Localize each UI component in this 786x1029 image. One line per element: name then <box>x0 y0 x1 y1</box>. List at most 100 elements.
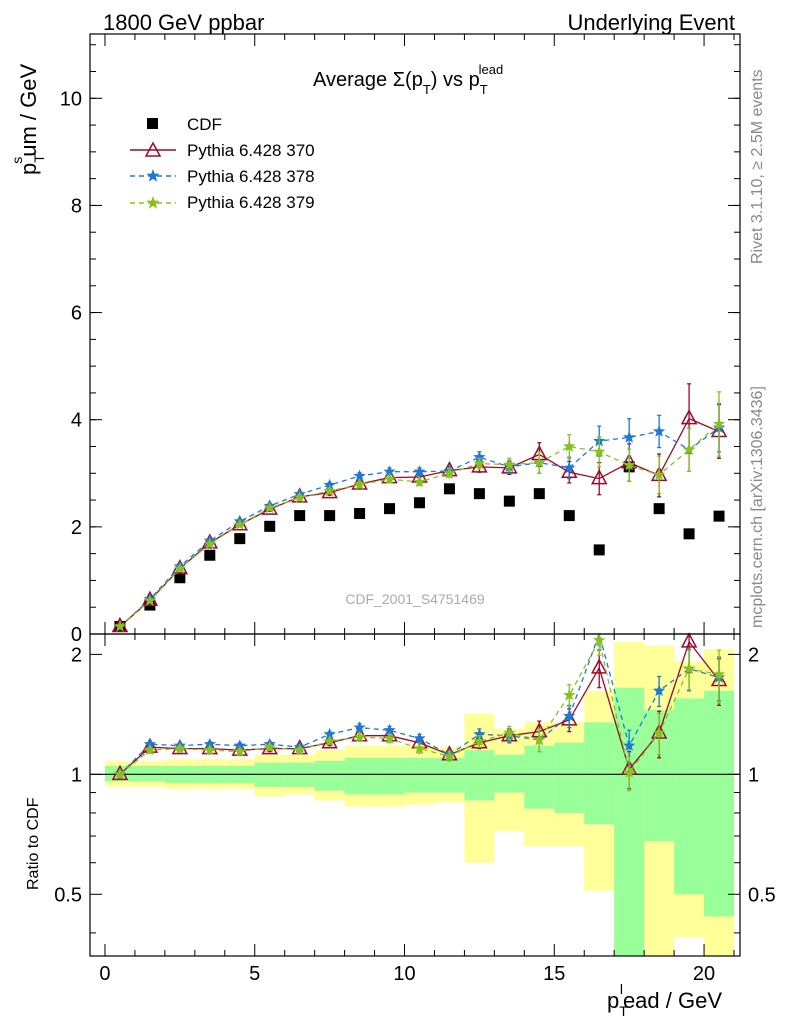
point-p379 <box>533 733 546 746</box>
ylabel-sub: T <box>31 154 47 163</box>
cdf-point <box>234 533 246 545</box>
point-p370 <box>590 469 608 485</box>
y-tick-label: 0 <box>71 624 82 646</box>
x-tick-label: 5 <box>249 963 260 985</box>
x-tick-label: 20 <box>693 963 715 985</box>
ylabel-rest: um / GeV <box>16 64 41 157</box>
point-p379 <box>652 468 666 481</box>
point-p378 <box>383 723 396 736</box>
point-p379 <box>473 734 486 747</box>
band-green <box>704 690 735 917</box>
band-green <box>494 754 525 793</box>
y-tick-label: 6 <box>71 303 82 325</box>
point-p378 <box>473 450 486 463</box>
cdf-point <box>443 483 455 495</box>
point-p379 <box>173 742 186 754</box>
xlabel: pTlead / GeV <box>607 981 722 1019</box>
ratio-panel-background <box>90 641 740 956</box>
series-line-p378 <box>119 427 720 627</box>
band-green <box>374 757 405 795</box>
main-panel-axes: 0 2 4 6 8 10 <box>60 33 741 646</box>
band-green <box>344 757 375 795</box>
point-p379 <box>263 501 276 514</box>
y-tick-label: 1 <box>71 764 82 786</box>
cdf-point <box>473 488 485 500</box>
point-p379 <box>323 484 336 497</box>
ylabel-sup: s <box>9 157 25 164</box>
band-green <box>554 742 585 813</box>
point-p379 <box>563 688 576 701</box>
point-p379 <box>652 726 666 739</box>
y-tick-label: 0.5 <box>54 884 82 906</box>
point-p370 <box>680 632 698 648</box>
y-tick-label-right: 1 <box>748 764 759 786</box>
cdf-point <box>384 503 396 515</box>
point-p378 <box>233 739 246 751</box>
header-right: Underlying Event <box>567 10 735 35</box>
point-p379 <box>712 417 726 430</box>
point-p378 <box>563 709 576 722</box>
point-p379 <box>623 458 636 471</box>
point-p378 <box>353 469 366 482</box>
title-sub1: T <box>423 82 431 97</box>
point-p378 <box>413 465 426 477</box>
y-tick-label-right: 2 <box>748 644 759 666</box>
legend-378-star <box>146 169 160 182</box>
title-sup2: lead <box>479 62 504 77</box>
mcplots-label: mcplots.cern.ch [arXiv:1306.3436] <box>749 386 766 628</box>
point-p378 <box>353 721 366 733</box>
band-green <box>314 761 345 791</box>
cdf-point <box>713 510 725 522</box>
xlabel-sub: T <box>619 1003 628 1019</box>
point-p378 <box>623 739 636 751</box>
title-mid: ) vs p <box>431 69 480 91</box>
cdf-point <box>533 488 545 500</box>
point-p378 <box>473 727 486 740</box>
point-p378 <box>383 465 396 477</box>
main-title: Average Σ(pT) vs pTlead <box>313 62 503 97</box>
point-p379 <box>353 478 366 490</box>
point-p378 <box>323 727 336 740</box>
ratio-panel-axes: 0 5 10 15 20 0.5 0.5 1 1 2 2 <box>54 633 776 985</box>
band-green <box>404 757 435 793</box>
ylabel-p: p <box>16 163 41 175</box>
cdf-point <box>593 544 605 556</box>
cdf-point <box>683 528 695 540</box>
y-tick-label: 8 <box>71 195 82 217</box>
point-p370 <box>590 658 608 674</box>
point-p379 <box>173 562 186 574</box>
x-tick-label: 10 <box>393 963 415 985</box>
point-p379 <box>203 743 216 756</box>
y-tick-label: 2 <box>71 644 82 666</box>
legend-cdf-label: CDF <box>187 115 222 134</box>
ratio-ylabel: Ratio to CDF <box>25 797 42 890</box>
band-green <box>584 722 615 825</box>
ratio-panel-series <box>111 631 728 792</box>
legend-379-star <box>146 196 160 209</box>
x-tick-label: 15 <box>543 963 565 985</box>
point-p379 <box>233 745 246 757</box>
cdf-point <box>503 495 515 507</box>
band-green <box>434 757 465 793</box>
title-sub2: T <box>480 82 488 97</box>
cdf-point <box>653 503 665 515</box>
point-p378 <box>323 478 336 491</box>
y-tick-label-right: 0.5 <box>748 884 776 906</box>
point-p379 <box>443 749 456 762</box>
legend-cdf-marker <box>147 118 158 129</box>
panel-frame <box>89 633 741 957</box>
legend-370-label: Pythia 6.428 370 <box>187 141 315 160</box>
band-green <box>524 745 555 809</box>
point-p379 <box>323 734 336 747</box>
point-p379 <box>563 440 576 452</box>
point-p379 <box>682 662 696 675</box>
legend-378-marker <box>146 169 160 182</box>
point-p378 <box>652 684 666 697</box>
cdf-point <box>294 510 306 522</box>
cdf-point <box>174 572 186 584</box>
point-p379 <box>593 633 606 646</box>
point-p378 <box>623 430 636 443</box>
point-p379 <box>413 475 426 488</box>
point-p379 <box>503 458 516 470</box>
point-p378 <box>652 425 666 437</box>
